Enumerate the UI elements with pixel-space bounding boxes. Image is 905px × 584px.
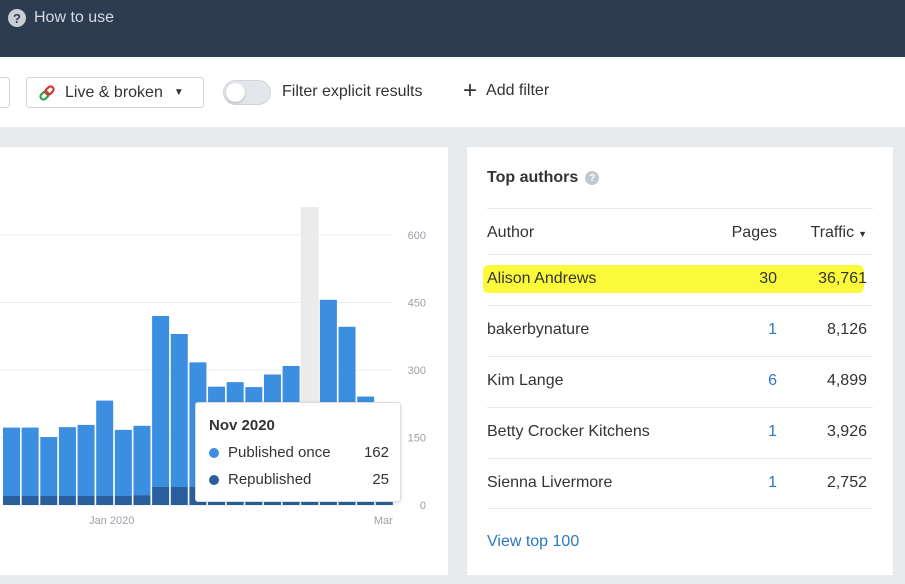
author-traffic: 4,899 [826, 372, 867, 389]
author-name: Betty Crocker Kitchens [487, 423, 650, 440]
link-type-label: Live & broken [65, 83, 163, 101]
explicit-results-label: Filter explicit results [282, 83, 423, 100]
author-traffic: 3,926 [826, 423, 867, 440]
author-pages[interactable]: 1 [768, 321, 777, 338]
bar-republished [170, 487, 188, 505]
author-traffic: 8,126 [826, 321, 867, 338]
previous-filter-dropdown[interactable] [0, 77, 10, 108]
top-authors-panel: Top authors ? Author Pages Traffic ▼ Alis… [467, 147, 893, 575]
bar-published-once [96, 400, 114, 496]
bar-republished [114, 496, 132, 505]
table-row: Kim Lange 6 4,899 [487, 356, 873, 407]
table-row: Sienna Livermore 1 2,752 [487, 458, 873, 509]
explicit-results-toggle[interactable] [223, 80, 271, 105]
table-row: bakerbynature 1 8,126 [487, 305, 873, 356]
y-tick-label: 0 [420, 500, 426, 512]
legend-dot-published-once [209, 447, 219, 458]
top-bar: ? How to use [0, 0, 905, 57]
toggle-knob [226, 83, 245, 102]
bar-published-once [133, 425, 151, 496]
bar-republished [58, 496, 76, 505]
filter-bar: Live & broken ▼ Filter explicit results … [0, 57, 905, 127]
author-pages[interactable]: 1 [768, 423, 777, 440]
panel-title: Top authors ? [487, 169, 600, 187]
link-type-dropdown[interactable]: Live & broken ▼ [26, 77, 204, 108]
plus-icon: + [463, 77, 478, 104]
info-icon[interactable]: ? [585, 171, 600, 185]
bar-published-once [40, 437, 58, 496]
table-header: Author Pages Traffic ▼ [487, 208, 873, 254]
marker-highlight [483, 265, 864, 293]
link-icon [39, 84, 55, 101]
tooltip-series-value: 25 [372, 471, 389, 488]
y-tick-label: 150 [408, 433, 426, 445]
column-header-traffic[interactable]: Traffic ▼ [811, 224, 867, 242]
y-tick-label: 450 [408, 298, 426, 310]
tooltip-series-name: Published once [228, 444, 331, 461]
bar-published-once [170, 334, 188, 487]
author-name: Alison Andrews [487, 270, 597, 287]
tooltip-title: Nov 2020 [209, 417, 275, 434]
table-row: Alison Andrews 30 36,761 [483, 254, 873, 305]
traffic-header-label: Traffic [810, 224, 855, 241]
bar-published-once [77, 424, 95, 496]
authors-table: Author Pages Traffic ▼ Alison Andrews 30 … [483, 208, 873, 509]
table-row: Betty Crocker Kitchens 1 3,926 [487, 407, 873, 458]
bar-republished [152, 487, 170, 505]
view-top-100-link[interactable]: View top 100 [487, 533, 580, 550]
bar-published-once [152, 316, 170, 487]
question-circle-icon: ? [8, 9, 26, 27]
column-header-pages[interactable]: Pages [731, 224, 777, 241]
author-pages[interactable]: 30 [759, 270, 777, 287]
bar-published-once [3, 427, 20, 496]
bar-published-once [21, 427, 39, 496]
bar-republished [21, 496, 39, 505]
tooltip-series-name: Republished [228, 471, 312, 488]
author-pages[interactable]: 6 [768, 372, 777, 389]
x-tick-label: Mar [374, 515, 393, 527]
y-tick-label: 300 [408, 365, 426, 377]
author-traffic: 2,752 [826, 474, 867, 491]
author-pages[interactable]: 1 [768, 474, 777, 491]
author-name: bakerbynature [487, 321, 590, 338]
tooltip-row-republished: Republished 25 [209, 471, 389, 488]
bar-published-once [58, 427, 76, 496]
legend-dot-republished [209, 474, 219, 485]
bar-republished [77, 496, 95, 505]
sort-desc-icon: ▼ [858, 229, 867, 239]
author-name: Kim Lange [487, 372, 564, 389]
x-tick-label: Jan 2020 [89, 515, 134, 527]
add-filter-label: Add filter [486, 82, 550, 99]
chart-tooltip: Nov 2020 Published once 162 Republished … [195, 402, 401, 502]
how-to-use-link[interactable]: ? How to use [8, 9, 114, 27]
y-tick-label: 600 [408, 230, 426, 242]
chevron-down-icon: ▼ [173, 87, 184, 98]
bar-republished [40, 496, 58, 505]
tooltip-series-value: 162 [363, 444, 389, 461]
bar-republished [3, 496, 20, 505]
author-traffic: 36,761 [818, 270, 867, 287]
author-name: Sienna Livermore [487, 474, 613, 491]
pages-bar-chart: 0 150 300 450 600 Jan 2020 Mar [0, 207, 426, 527]
top-authors-title: Top authors [487, 169, 579, 186]
tooltip-row-published-once: Published once 162 [209, 444, 389, 461]
pages-chart-panel: 0 150 300 450 600 Jan 2020 Mar Nov 2020 Publis… [0, 147, 448, 575]
add-filter-button[interactable]: + Add filter [463, 77, 550, 104]
how-to-use-label: How to use [34, 9, 115, 26]
bar-republished [133, 495, 151, 505]
bar-published-once [114, 429, 132, 496]
bar-republished [96, 496, 114, 505]
column-header-author[interactable]: Author [487, 224, 535, 241]
